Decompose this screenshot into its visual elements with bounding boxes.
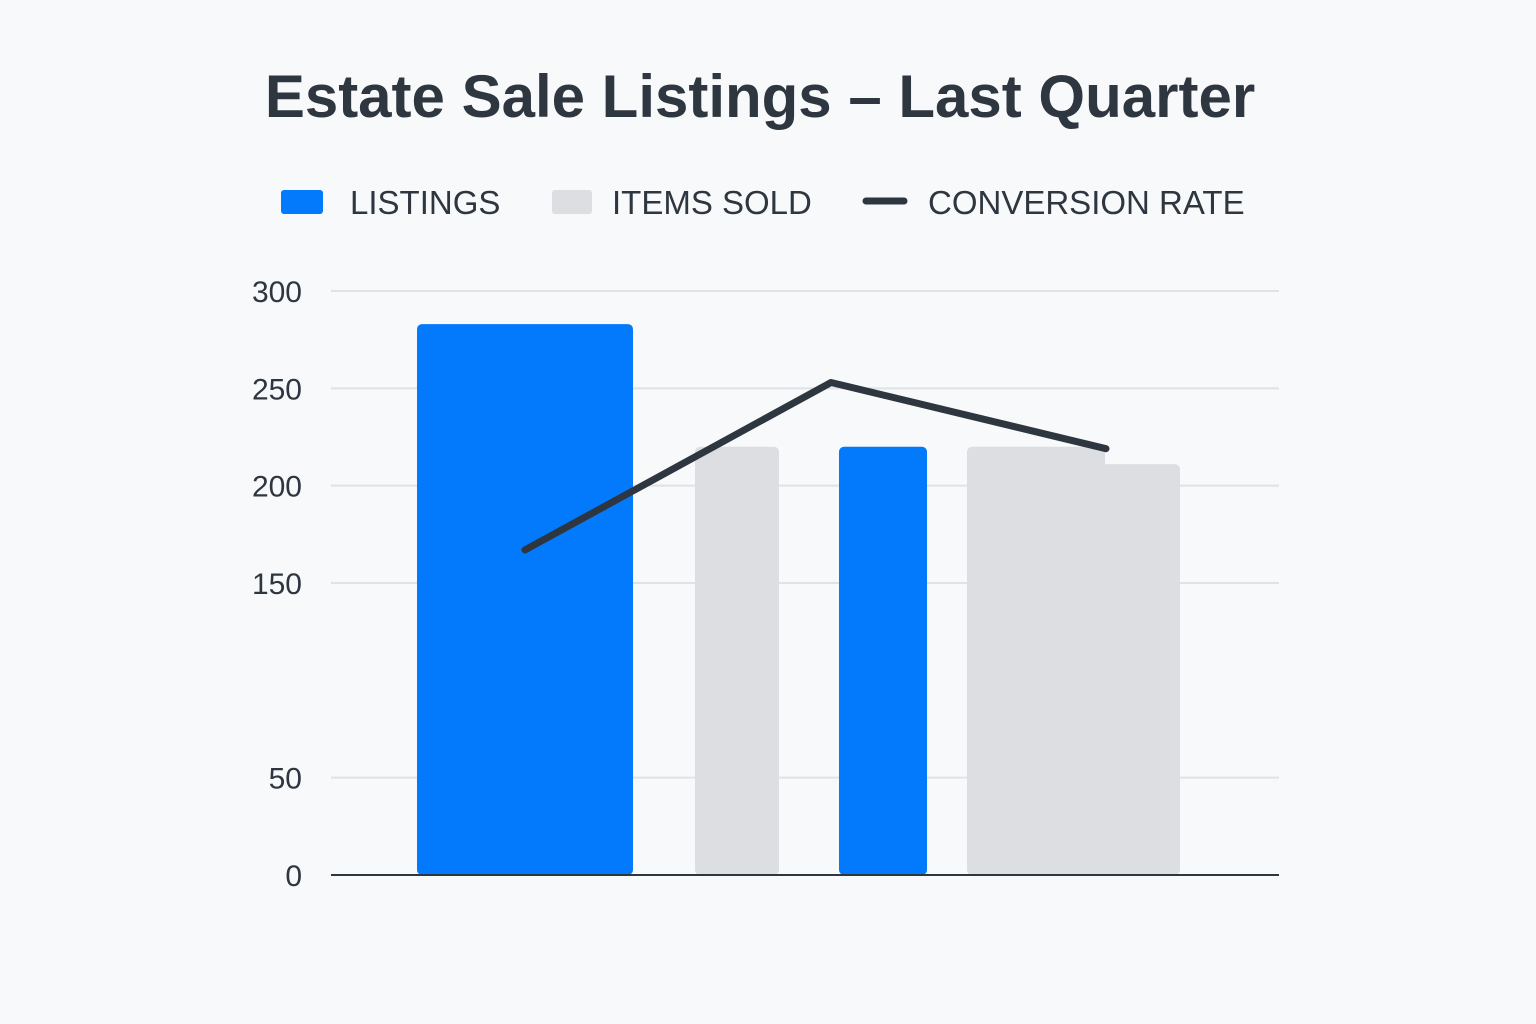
y-tick-label: 50 <box>269 763 302 796</box>
y-tick-label: 0 <box>285 860 302 893</box>
legend-label-listings: LISTINGS <box>350 184 500 221</box>
legend-swatch-items-sold <box>552 190 592 214</box>
chart-title: Estate Sale Listings – Last Quarter <box>265 63 1255 130</box>
conversion-rate-line <box>521 378 1110 554</box>
y-tick-label: 300 <box>252 276 302 309</box>
bar-listings <box>417 324 633 875</box>
legend-swatch-listings <box>281 190 323 214</box>
bar-items-sold <box>1100 464 1180 875</box>
bars <box>417 324 1180 875</box>
y-tick-label: 250 <box>252 373 302 406</box>
y-tick-label: 200 <box>252 471 302 504</box>
bar-items-sold <box>967 446 1105 875</box>
bar-listings <box>839 446 927 875</box>
conversion-rate-series <box>521 378 1110 554</box>
bar-items-sold <box>695 446 779 875</box>
legend-label-items-sold: ITEMS SOLD <box>612 184 812 221</box>
legend: LISTINGS ITEMS SOLD CONVERSION RATE <box>281 184 1245 221</box>
legend-label-conversion-rate: CONVERSION RATE <box>928 184 1245 221</box>
y-tick-label: 150 <box>252 568 302 601</box>
y-axis-ticks: 0 50 150 200 250 300 <box>252 276 302 893</box>
